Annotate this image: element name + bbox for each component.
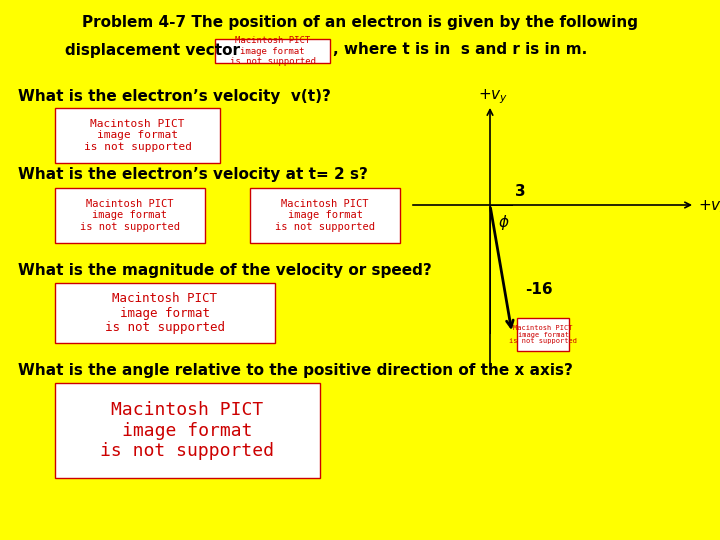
Text: Macintosh PICT
image format
is not supported: Macintosh PICT image format is not suppo… bbox=[101, 401, 274, 460]
Text: What is the electron’s velocity  v(t)?: What is the electron’s velocity v(t)? bbox=[18, 90, 331, 105]
Text: What is the angle relative to the positive direction of the x axis?: What is the angle relative to the positi… bbox=[18, 362, 573, 377]
Bar bbox=[250, 188, 400, 243]
Text: Macintosh PICT
image format
is not supported: Macintosh PICT image format is not suppo… bbox=[84, 119, 192, 152]
Bar bbox=[517, 318, 569, 351]
Text: $\phi$: $\phi$ bbox=[498, 213, 510, 232]
Text: Macintosh PICT
image format
is not supported: Macintosh PICT image format is not suppo… bbox=[509, 325, 577, 345]
Bar bbox=[215, 39, 330, 63]
Text: Problem 4-7 The position of an electron is given by the following: Problem 4-7 The position of an electron … bbox=[82, 16, 638, 30]
Text: 3: 3 bbox=[515, 184, 526, 199]
Text: Macintosh PICT
image format
is not supported: Macintosh PICT image format is not suppo… bbox=[80, 199, 180, 232]
Bar bbox=[55, 188, 205, 243]
Bar bbox=[55, 108, 220, 163]
Text: displacement vector: displacement vector bbox=[65, 43, 240, 57]
Text: -16: -16 bbox=[525, 282, 553, 298]
Text: $+v_x$: $+v_x$ bbox=[698, 199, 720, 215]
Text: $+v_y$: $+v_y$ bbox=[478, 87, 508, 106]
Text: What is the electron’s velocity at t= 2 s?: What is the electron’s velocity at t= 2 … bbox=[18, 167, 368, 183]
Bar bbox=[55, 383, 320, 478]
Text: , where t is in  s and r is in m.: , where t is in s and r is in m. bbox=[333, 43, 588, 57]
Bar bbox=[55, 283, 275, 343]
Text: Macintosh PICT
image format
is not supported: Macintosh PICT image format is not suppo… bbox=[105, 292, 225, 334]
Text: Macintosh PICT
image format
is not supported: Macintosh PICT image format is not suppo… bbox=[230, 36, 315, 66]
Text: Macintosh PICT
image format
is not supported: Macintosh PICT image format is not suppo… bbox=[275, 199, 375, 232]
Text: What is the magnitude of the velocity or speed?: What is the magnitude of the velocity or… bbox=[18, 262, 432, 278]
